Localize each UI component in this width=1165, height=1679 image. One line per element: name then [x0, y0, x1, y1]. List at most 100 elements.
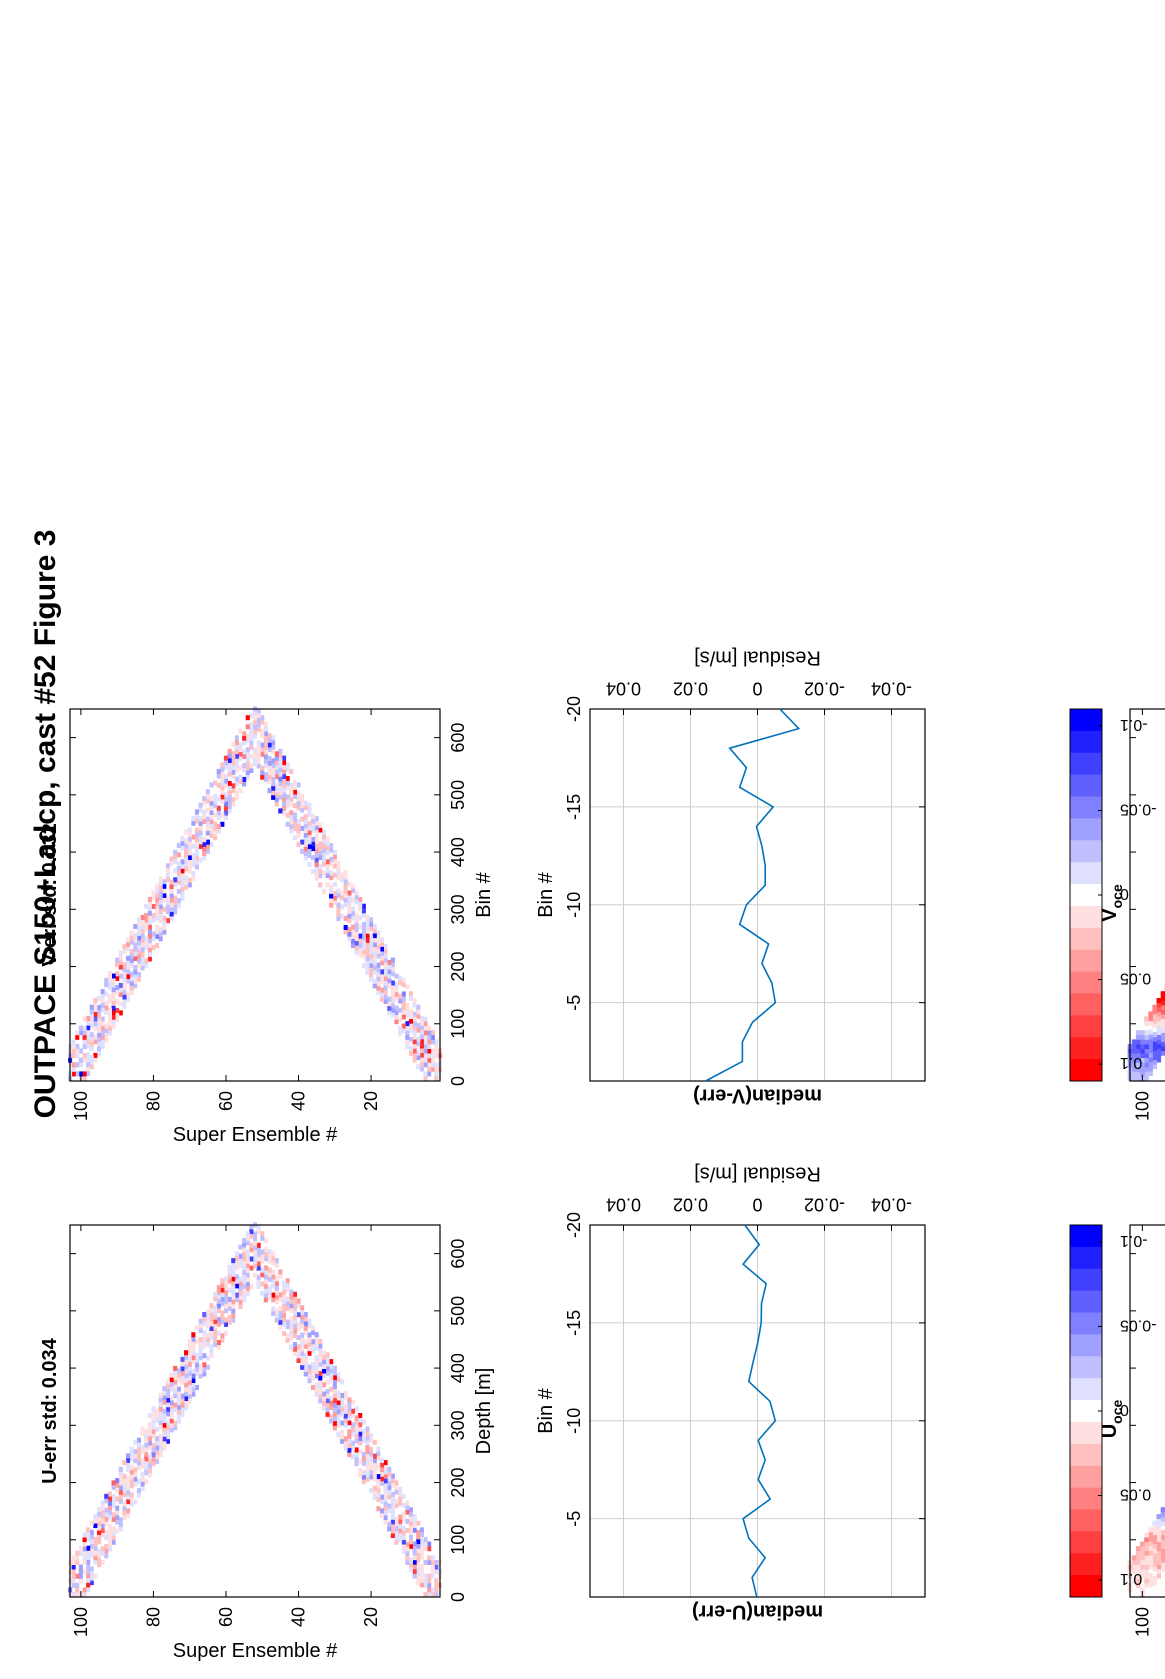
heatmap-cell [187, 1371, 192, 1376]
heatmap-cell [325, 1379, 330, 1385]
heatmap-cell [372, 946, 377, 952]
heatmap-cell [427, 1039, 432, 1045]
heatmap-cell [86, 1066, 91, 1072]
colorbar-swatch [1070, 817, 1102, 841]
heatmap-cell [122, 1460, 127, 1466]
heatmap-cell [165, 1388, 170, 1394]
heatmap-cell [1156, 1011, 1162, 1017]
heatmap-cell [136, 958, 141, 964]
heatmap-cell [267, 742, 272, 748]
heatmap-cell [350, 1454, 355, 1460]
heatmap-cell [267, 1290, 272, 1296]
heatmap-cell [191, 862, 196, 867]
heatmap-cell [118, 1526, 123, 1532]
heatmap-cell [245, 1281, 250, 1287]
heatmap-cell [140, 1426, 145, 1432]
heatmap-cell [412, 1573, 417, 1579]
heatmap-cell [129, 930, 134, 936]
heatmap-cell [274, 1313, 279, 1319]
heatmap-cell [307, 848, 312, 854]
heatmap-cell [249, 1229, 254, 1234]
heatmap-cell [1144, 1021, 1149, 1027]
heatmap-cell [198, 1346, 203, 1352]
heatmap-cell [263, 1274, 268, 1280]
heatmap-cell [205, 1337, 210, 1343]
heatmap-cell [419, 1568, 424, 1574]
heatmap-cell [75, 1048, 80, 1054]
heatmap-cell [118, 1521, 123, 1527]
heatmap-cell [198, 816, 203, 822]
heatmap-cell [165, 904, 170, 910]
colorbar-tick-label: -0.1 [1120, 1232, 1148, 1249]
bin-tick-label: -20 [564, 1212, 584, 1238]
heatmap-cell [343, 883, 348, 889]
heatmap-cell [86, 1559, 91, 1565]
heatmap-cell [104, 991, 109, 997]
heatmap-cell [147, 901, 152, 907]
heatmap-cell [245, 770, 250, 776]
v_oce_section-axes-frame [1129, 708, 1165, 1082]
heatmap-cell [292, 784, 297, 790]
heatmap-cell [318, 1352, 323, 1358]
heatmap-cell [107, 1509, 113, 1515]
heatmap-cell [140, 1463, 145, 1469]
u_oce_section-axes-frame [1129, 1224, 1165, 1598]
heatmap-cell [354, 936, 359, 941]
heatmap-cell [318, 1371, 323, 1376]
heatmap-cell [136, 940, 141, 946]
heatmap-cell [1140, 1541, 1145, 1547]
heatmap-cell [282, 783, 287, 788]
heatmap-cell [336, 1422, 341, 1428]
heatmap-cell [303, 1339, 308, 1345]
colorbar-swatch [1070, 1399, 1102, 1422]
heatmap-cell [97, 1553, 102, 1558]
heatmap-cell [278, 753, 283, 759]
heatmap-cell [307, 807, 312, 813]
heatmap-cell [434, 1560, 439, 1565]
heatmap-cell [343, 925, 348, 930]
heatmap-cell [249, 722, 254, 728]
heatmap-cell [369, 958, 374, 964]
heatmap-cell [173, 904, 178, 910]
heatmap-cell [376, 1474, 381, 1480]
heatmap-cell [1135, 1053, 1141, 1059]
heatmap-cell [242, 1265, 247, 1271]
heatmap-cell [1152, 1525, 1158, 1531]
heatmap-cell [358, 1413, 363, 1418]
heatmap-cell [340, 1397, 345, 1403]
heatmap-cell [78, 1550, 83, 1556]
heatmap-cell [314, 857, 319, 863]
heatmap-cell [176, 1372, 181, 1378]
heatmap-cell [104, 1032, 109, 1038]
heatmap-cell [129, 1501, 134, 1507]
heatmap-cell [140, 1431, 145, 1436]
heatmap-cell [354, 1420, 359, 1425]
heatmap-cell [205, 1332, 210, 1338]
heatmap-cell [271, 1269, 276, 1275]
heatmap-cell [271, 1310, 276, 1316]
heatmap-cell [1148, 1532, 1153, 1537]
heatmap-cell [372, 1453, 377, 1459]
heatmap-cell [184, 1377, 189, 1383]
heatmap-cell [227, 1306, 232, 1311]
heatmap-cell [173, 1370, 178, 1376]
heatmap-cell [100, 1505, 105, 1511]
heatmap-cell [361, 949, 366, 955]
heatmap-cell [383, 989, 388, 995]
heatmap-cell [332, 1420, 337, 1426]
heatmap-cell [278, 794, 283, 800]
heatmap-cell [122, 980, 127, 986]
heatmap-cell [256, 713, 261, 718]
heatmap-cell [140, 1449, 145, 1455]
heatmap-cell [419, 1016, 424, 1021]
heatmap-cell [169, 893, 174, 899]
heatmap-cell [358, 1417, 363, 1423]
heatmap-cell [394, 1516, 399, 1522]
heatmap-cell [249, 754, 254, 760]
heatmap-cell [300, 1337, 305, 1343]
heatmap-cell [372, 956, 377, 961]
heatmap-cell [144, 1470, 149, 1476]
heatmap-cell [227, 1319, 232, 1325]
heatmap-cell [147, 942, 152, 948]
heatmap-cell [205, 821, 210, 827]
